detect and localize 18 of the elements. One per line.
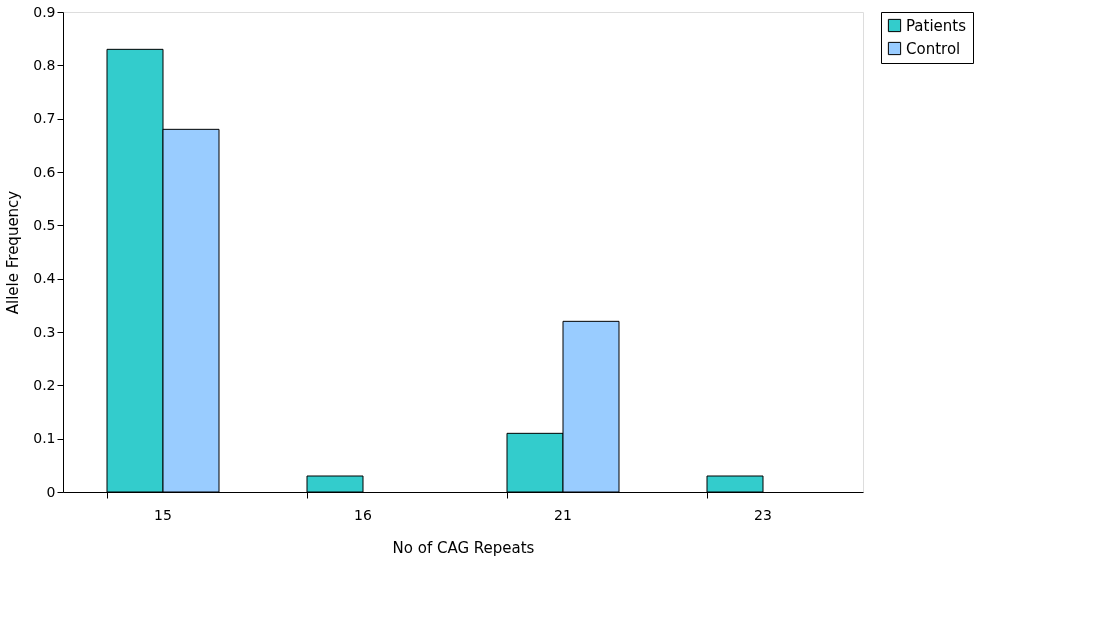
legend-label: Patients [906,16,967,35]
y-tick-label: 0.5 [33,216,56,233]
y-tick-label: 0.8 [33,56,56,73]
y-axis-title: Allele Frequency [4,190,23,315]
y-tick-label: 0.4 [33,270,56,287]
x-tick-label: 15 [154,506,172,523]
y-tick-label: 0 [46,483,56,500]
y-tick-label: 0.9 [33,3,56,20]
x-axis-title: No of CAG Repeats [392,538,535,557]
x-tick-label: 23 [754,506,772,523]
y-tick-label: 0.6 [33,163,56,180]
x-tick-label: 21 [554,506,572,523]
y-tick-label: 0.3 [33,323,56,340]
x-tick-label: 16 [354,506,372,523]
legend-label: Control [906,39,961,58]
y-tick-label: 0.7 [33,110,56,127]
y-tick-label: 0.1 [33,430,56,447]
y-tick-label: 0.2 [33,376,56,393]
